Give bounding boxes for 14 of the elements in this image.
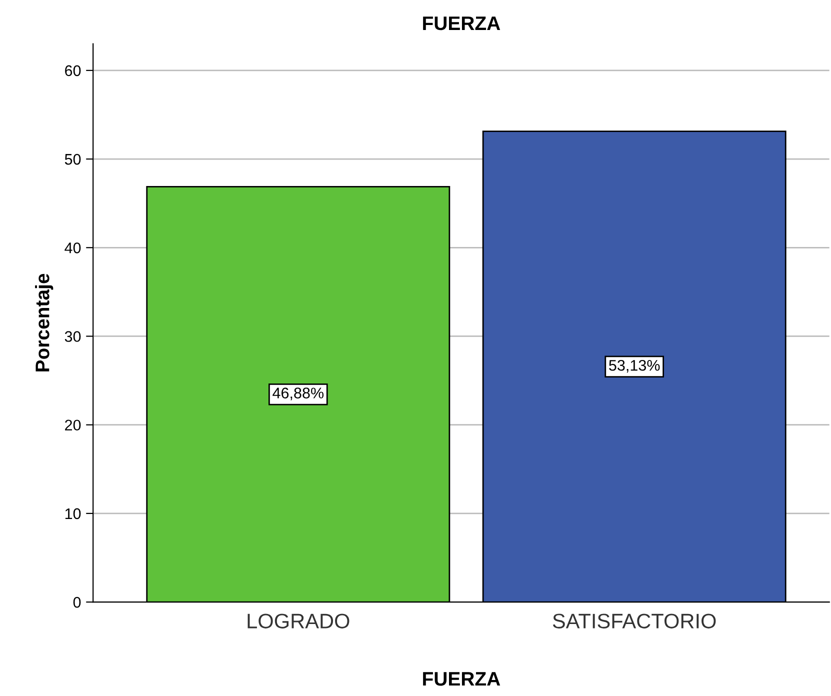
data-label: 46,88% (272, 388, 324, 400)
chart-title: FUERZA (423, 16, 500, 30)
y-tick-label: 40 (64, 242, 81, 254)
y-tick-label: 10 (65, 508, 81, 520)
x-axis-title: FUERZA (423, 672, 500, 686)
y-tick-label: 0 (73, 596, 81, 608)
y-tick-label: 30 (64, 331, 81, 342)
data-label: 53,13% (609, 360, 660, 373)
y-axis-title: Porcentaje (35, 274, 54, 372)
y-tick-label: 50 (64, 154, 81, 165)
x-tick-label: LOGRADO (248, 614, 350, 628)
x-tick-label: SATISFACTORIO (552, 614, 716, 628)
y-tick-label: 20 (65, 420, 81, 431)
y-tick-label: 60 (65, 65, 81, 76)
